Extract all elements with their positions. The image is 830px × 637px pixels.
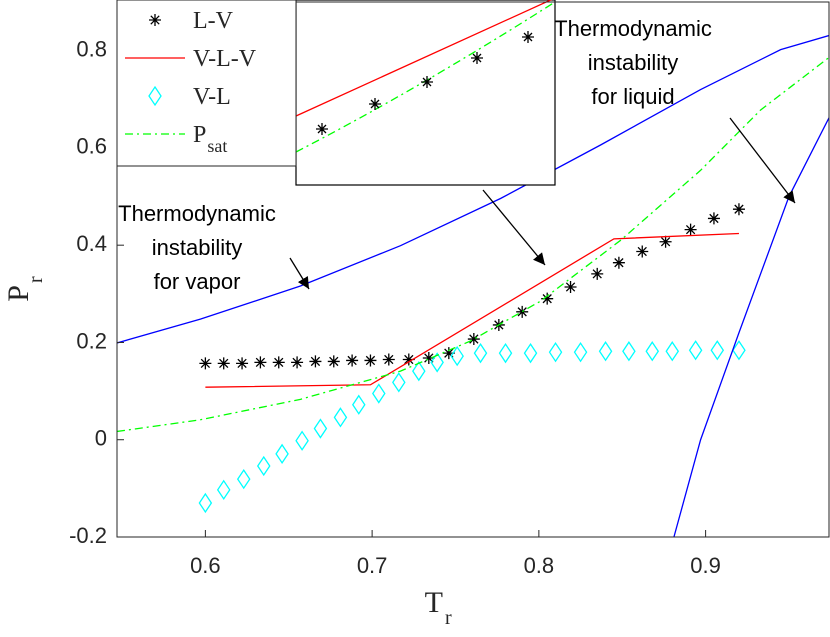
- marker: [732, 340, 746, 361]
- inset-frame: [295, 0, 556, 186]
- marker: [309, 355, 322, 368]
- plot-area: [117, 34, 829, 537]
- marker: [467, 333, 480, 346]
- marker: [198, 492, 213, 514]
- annotation: Thermodynamic: [554, 16, 712, 41]
- arrow: [729, 117, 796, 204]
- marker: [275, 443, 289, 465]
- y-tick-label: 0.6: [76, 134, 107, 159]
- marker: [422, 352, 435, 365]
- y-axis-label-group: P r: [2, 276, 47, 302]
- series-line: [205, 232, 739, 388]
- marker: [442, 347, 455, 360]
- marker: [450, 345, 464, 367]
- marker: [256, 455, 271, 477]
- marker: [217, 357, 230, 370]
- y-tick-label: -0.2: [69, 523, 107, 548]
- series-line: [117, 56, 829, 433]
- marker: [236, 468, 251, 490]
- x-axis-label-sub: r: [445, 607, 452, 629]
- marker: [636, 245, 649, 258]
- y-tick-label: 0.2: [76, 328, 107, 353]
- annotation: Thermodynamic: [118, 201, 276, 226]
- legend: L-V V-L-V V-L P sat: [116, 0, 297, 167]
- marker: [598, 341, 613, 362]
- x-tick-label: 0.8: [524, 553, 555, 578]
- marker: [707, 212, 720, 225]
- y-axis-label-sub: r: [25, 276, 47, 283]
- axes-frame: [116, 1, 830, 538]
- y-axis-label: P: [2, 285, 35, 302]
- marker: [564, 281, 577, 294]
- inset-line: [295, 0, 553, 117]
- marker: [148, 85, 162, 107]
- marker: [333, 407, 348, 428]
- marker: [430, 352, 444, 373]
- marker: [313, 418, 328, 439]
- annotations: Thermodynamic instability for vapor Thermod…: [118, 16, 796, 294]
- ticks: 0.6 0.7 0.8 0.9 -0.2 0 0.2 0.4 0.6 0.8: [69, 36, 721, 577]
- marker: [710, 340, 725, 361]
- marker: [216, 479, 231, 500]
- marker: [372, 383, 386, 404]
- series-line: [673, 117, 829, 537]
- marker: [295, 430, 309, 451]
- marker: [645, 341, 660, 362]
- marker: [665, 341, 680, 362]
- series-line: [117, 34, 829, 344]
- marker: [523, 342, 538, 364]
- inset: [295, 0, 556, 186]
- marker: [684, 223, 697, 236]
- marker: [548, 342, 563, 363]
- arrow: [289, 257, 310, 290]
- marker: [573, 342, 588, 363]
- annotation: for liquid: [591, 84, 674, 109]
- inset-markers: [316, 31, 534, 135]
- legend-box: [116, 0, 297, 167]
- marker: [473, 342, 488, 364]
- marker: [622, 341, 636, 362]
- annotation: instability: [152, 235, 242, 260]
- marker: [591, 267, 604, 280]
- x-tick-label: 0.7: [357, 553, 388, 578]
- marker: [392, 372, 406, 393]
- marker: [382, 353, 395, 366]
- marker: [541, 292, 554, 305]
- marker: [254, 356, 267, 369]
- arrow: [482, 189, 546, 266]
- legend-label-sub: sat: [207, 136, 227, 156]
- annotation: for vapor: [154, 269, 241, 294]
- marker: [199, 357, 212, 370]
- marker: [688, 340, 703, 361]
- marker: [351, 394, 366, 415]
- y-tick-label: 0: [95, 426, 107, 451]
- marker: [732, 203, 745, 216]
- legend-label: P: [193, 122, 206, 148]
- y-tick-label: 0.4: [76, 231, 107, 256]
- y-tick-label: 0.8: [76, 36, 107, 61]
- marker: [498, 342, 513, 364]
- marker: [364, 354, 377, 367]
- marker: [346, 354, 359, 367]
- marker: [516, 305, 529, 318]
- marker: [236, 357, 249, 370]
- marker: [612, 256, 625, 269]
- marker: [327, 355, 340, 368]
- x-tick-label: 0.9: [690, 553, 721, 578]
- legend-label: V-L-V: [193, 46, 257, 72]
- annotation: instability: [588, 50, 678, 75]
- x-axis-label: T: [425, 586, 443, 619]
- x-tick-label: 0.6: [190, 553, 221, 578]
- legend-label: V-L: [193, 84, 231, 110]
- marker: [659, 235, 672, 248]
- marker: [291, 356, 304, 369]
- marker: [272, 356, 285, 369]
- legend-label: L-V: [193, 8, 234, 34]
- marker: [402, 353, 415, 366]
- marker: [412, 360, 426, 382]
- marker: [149, 14, 161, 26]
